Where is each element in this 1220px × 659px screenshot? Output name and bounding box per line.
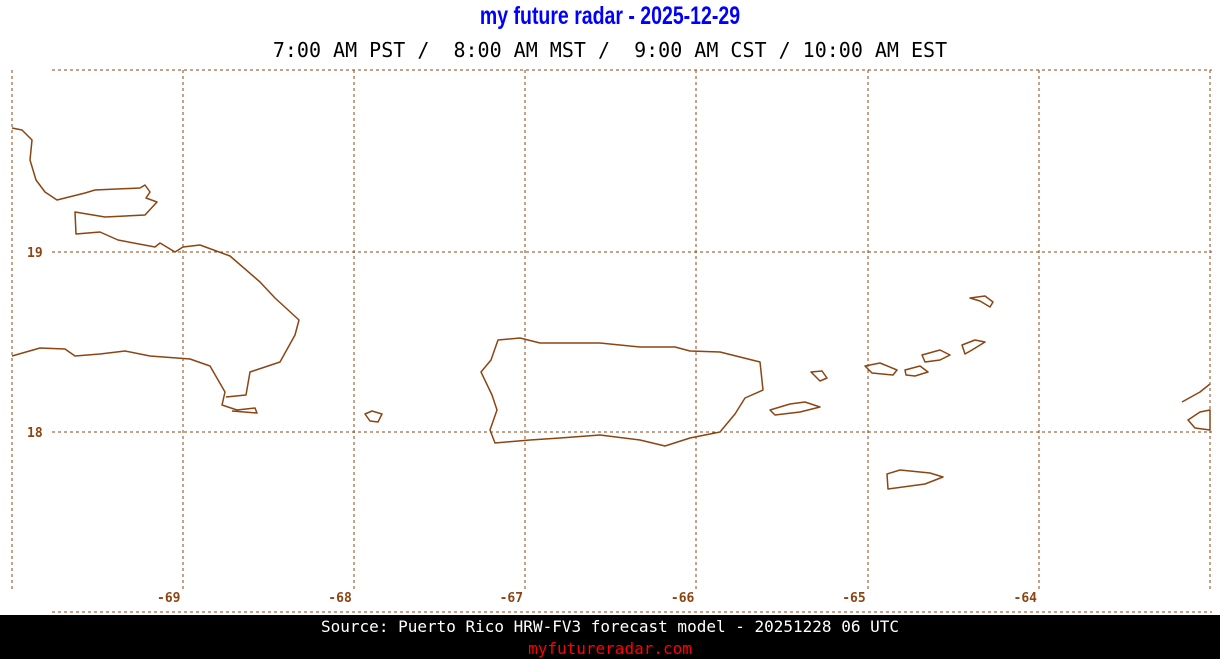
grid bbox=[11, 69, 1212, 613]
map: -69 -68 -67 -66 -65 -64 19 18 bbox=[11, 69, 1212, 613]
source-text: Source: Puerto Rico HRW-FV3 forecast mod… bbox=[321, 617, 899, 636]
latitude-label: 19 bbox=[27, 246, 43, 261]
longitude-label: -68 bbox=[328, 591, 352, 606]
latitude-label: 18 bbox=[27, 426, 43, 441]
longitude-label: -67 bbox=[500, 591, 523, 606]
coast-culebra bbox=[810, 370, 828, 382]
longitude-label: -66 bbox=[671, 591, 695, 606]
coast-puerto-rico bbox=[480, 337, 764, 447]
coast-virgin-gorda bbox=[961, 339, 986, 355]
longitude-label: -65 bbox=[842, 591, 865, 606]
coast-st-thomas bbox=[864, 362, 898, 376]
coast-east bbox=[1181, 383, 1211, 403]
time-zones: 7:00 AM PST / 8:00 AM MST / 9:00 AM CST … bbox=[272, 38, 948, 62]
coastlines bbox=[11, 127, 1211, 490]
site-link[interactable]: myfutureradar.com bbox=[528, 639, 692, 658]
page-title: my future radar - 2025-12-29 bbox=[479, 2, 741, 30]
coast-st-croix bbox=[886, 469, 944, 490]
longitude-label: -64 bbox=[1014, 591, 1038, 606]
longitude-label: -69 bbox=[157, 591, 180, 606]
coast-st-john bbox=[904, 365, 929, 377]
coast-mona bbox=[364, 410, 383, 423]
coast-tortola bbox=[921, 349, 951, 363]
footer: Source: Puerto Rico HRW-FV3 forecast mod… bbox=[0, 615, 1220, 659]
coast-hispaniola-south bbox=[11, 347, 258, 414]
coast-vieques bbox=[769, 401, 821, 416]
coast-hispaniola-north bbox=[11, 127, 300, 398]
coast-anegada bbox=[969, 295, 994, 308]
coast-east-island bbox=[1187, 409, 1211, 431]
